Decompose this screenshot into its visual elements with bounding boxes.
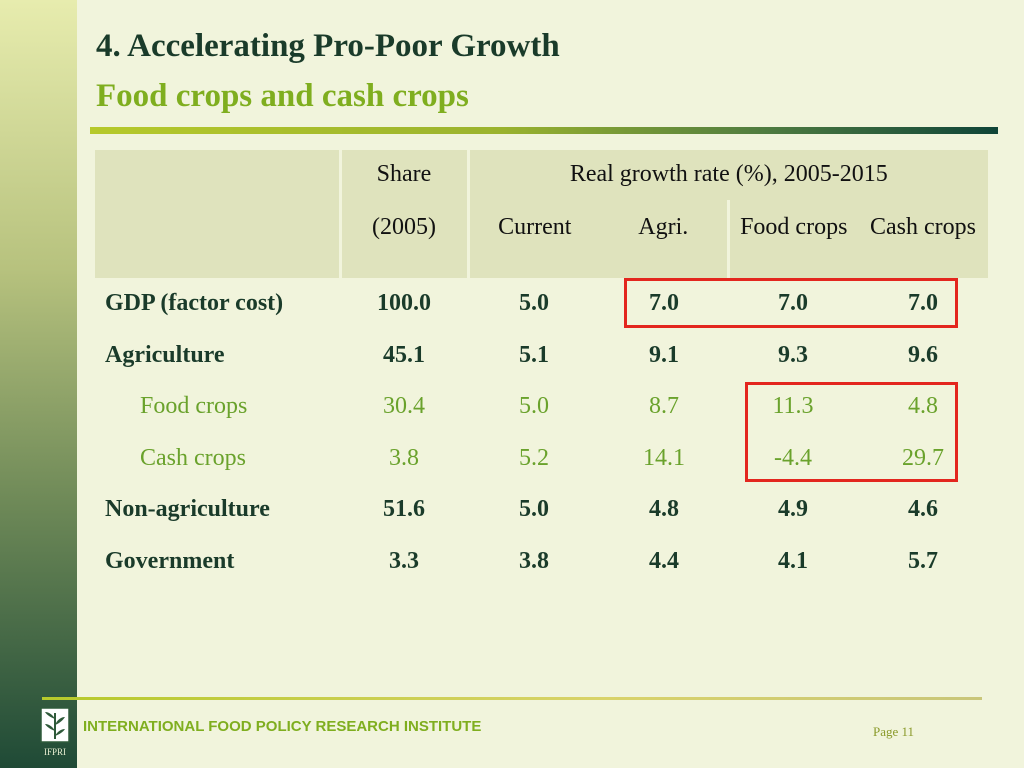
table-row: Agriculture 45.1 5.1 9.1 9.3 9.6 xyxy=(95,330,988,382)
title-divider xyxy=(90,127,998,134)
org-name: INTERNATIONAL FOOD POLICY RESEARCH INSTI… xyxy=(83,718,482,735)
cell-current: 3.8 xyxy=(519,547,549,574)
cell-cash-crops: 9.6 xyxy=(908,341,939,368)
header-row-1: Share Real growth rate (%), 2005-2015 xyxy=(95,150,989,200)
header-cell-empty xyxy=(95,150,340,200)
cell-current: 5.0 xyxy=(519,496,549,523)
cell-cash-crops: 4.8 xyxy=(908,393,939,420)
row-label: Non-agriculture xyxy=(105,496,270,523)
cell-agri: 4.8 xyxy=(649,496,679,523)
cell-current: 5.0 xyxy=(519,393,549,420)
growth-rate-table: Share Real growth rate (%), 2005-2015 (2… xyxy=(95,150,989,588)
cell-share: 51.6 xyxy=(383,496,425,523)
row-label: Agriculture xyxy=(105,341,225,368)
cell-cash-crops: 5.7 xyxy=(908,547,939,574)
page-number: Page 11 xyxy=(873,724,915,739)
highlight-box-gdp xyxy=(624,278,958,328)
table-row: GDP (factor cost) 100.0 5.0 7.0 7.0 7.0 xyxy=(95,278,988,330)
header-food-crops: Food crops xyxy=(726,200,858,278)
cell-cash-crops: 4.6 xyxy=(908,496,939,523)
left-decorative-band xyxy=(0,0,77,768)
header-agri: Agri. xyxy=(600,200,728,278)
slide-title: 4. Accelerating Pro-Poor Growth xyxy=(96,28,560,64)
ifpri-logo: IFPRI xyxy=(40,707,70,757)
row-label: Government xyxy=(105,547,235,574)
svg-text:IFPRI: IFPRI xyxy=(44,747,66,757)
cell-share: 3.3 xyxy=(389,547,419,574)
header-row-2: (2005) Current Agri. Food crops Cash cro… xyxy=(95,200,989,278)
cell-food-crops: 7.0 xyxy=(778,290,808,317)
cell-current: 5.1 xyxy=(519,341,549,368)
cell-agri: 9.1 xyxy=(649,341,679,368)
cell-agri: 7.0 xyxy=(649,290,679,317)
cell-food-crops: -4.4 xyxy=(774,444,812,471)
table-row: Non-agriculture 51.6 5.0 4.8 4.9 4.6 xyxy=(95,484,988,536)
cell-food-crops: 4.9 xyxy=(778,496,808,523)
cell-cash-crops: 29.7 xyxy=(902,444,945,471)
header-real-growth-rate: Real growth rate (%), 2005-2015 xyxy=(466,150,989,200)
cell-share: 100.0 xyxy=(377,290,431,317)
footer-divider xyxy=(42,697,982,700)
cell-current: 5.2 xyxy=(519,444,549,471)
header-share: Share xyxy=(338,150,468,200)
table-row: Government 3.3 3.8 4.4 4.1 5.7 xyxy=(95,536,988,588)
header-share-year: (2005) xyxy=(338,200,468,278)
cell-share: 3.8 xyxy=(389,444,419,471)
header-current: Current xyxy=(466,200,600,278)
slide-subtitle: Food crops and cash crops xyxy=(96,78,469,114)
cell-current: 5.0 xyxy=(519,290,549,317)
header-cell-empty xyxy=(95,200,340,278)
table-row: Food crops 30.4 5.0 8.7 11.3 4.8 xyxy=(95,381,988,433)
header-cash-crops: Cash crops xyxy=(858,200,989,278)
row-label: GDP (factor cost) xyxy=(105,290,284,317)
cell-food-crops: 9.3 xyxy=(778,341,808,368)
row-label: Food crops xyxy=(140,393,248,420)
cell-cash-crops: 7.0 xyxy=(908,290,939,317)
cell-food-crops: 11.3 xyxy=(772,393,814,420)
cell-food-crops: 4.1 xyxy=(778,547,808,574)
highlight-box-crops xyxy=(745,382,958,482)
cell-agri: 8.7 xyxy=(649,393,679,420)
table-row: Cash crops 3.8 5.2 14.1 -4.4 29.7 xyxy=(95,433,988,485)
row-label: Cash crops xyxy=(140,444,246,471)
cell-share: 45.1 xyxy=(383,341,425,368)
cell-agri: 14.1 xyxy=(643,444,685,471)
cell-share: 30.4 xyxy=(383,393,425,420)
cell-agri: 4.4 xyxy=(649,547,679,574)
